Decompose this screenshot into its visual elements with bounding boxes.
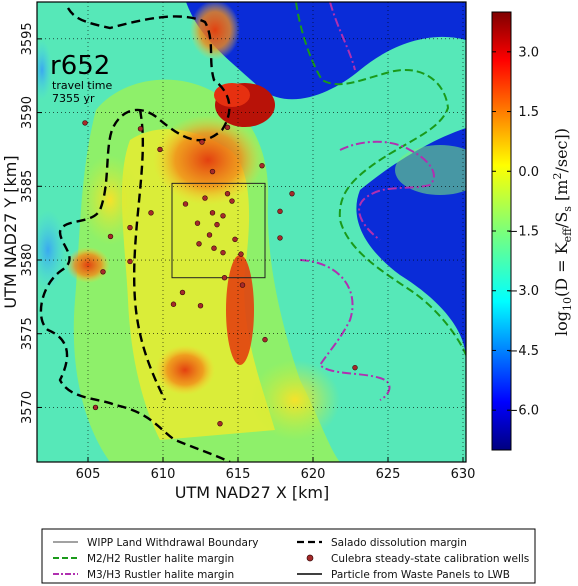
m2h2-rustler-halite-margin: [295, 2, 466, 356]
calibration-well-point: [209, 210, 216, 216]
x-axis-label: UTM NAD27 X [km]: [175, 483, 329, 502]
y-tick-label: 3570: [20, 391, 35, 424]
calibration-well-point: [352, 364, 358, 371]
heatmap-blue-west: [37, 210, 66, 290]
calibration-well-point: [179, 289, 186, 296]
heatmap-blue-northwest: [37, 40, 52, 100]
x-tick-label: 605: [76, 467, 101, 482]
calibration-well-point: [220, 249, 226, 256]
calibration-well-point: [196, 241, 202, 247]
salado-margin-inner: [133, 109, 167, 401]
calibration-well-point: [170, 301, 177, 307]
calibration-well-point: [259, 162, 265, 169]
x-ticks: 605 610 615 620 625 630: [76, 457, 476, 482]
colorbar-tick-label: 1.5: [518, 105, 539, 120]
x-tick-label: 610: [151, 467, 176, 482]
colorbar-tick-label: 0.0: [518, 165, 539, 180]
calibration-well-point: [197, 303, 204, 309]
x-tick-label: 620: [301, 467, 326, 482]
calibration-well-point: [100, 269, 106, 275]
heatmap-channel-south: [226, 255, 254, 365]
heatmap-yellow-west: [80, 155, 140, 245]
legend-swatch-wells: [306, 554, 314, 562]
panel-label: r652: [50, 51, 110, 81]
travel-time-label: travel time: [52, 79, 112, 92]
legend-label-m3h3: M3/H3 Rustler halite margin: [87, 569, 234, 581]
heatmap-hotspot-west: [66, 247, 110, 283]
y-tick-label: 3580: [20, 243, 35, 276]
legend-label-particle: Particle from Waste Panels to LWB: [331, 569, 510, 581]
grid: [37, 2, 466, 462]
colorbar-tick-label: 3.0: [518, 45, 539, 60]
legend-label-m2h2: M2/H2 Rustler halite margin: [87, 553, 234, 565]
calibration-well-point: [209, 168, 216, 175]
x-tick-label: 630: [451, 467, 476, 482]
y-ticks: 3570 3575 3580 3585 3590 3595: [20, 22, 42, 424]
legend-frame: [41, 528, 536, 584]
wipp-land-withdrawal-boundary: [171, 182, 266, 279]
colorbar: 3.0 1.5 0.0 −1.5 −3.0 −4.5 −6.0 log10(D = Keff…: [491, 11, 574, 451]
calibration-well-point: [137, 126, 144, 132]
heatmap-hotspot-north-ring: [214, 83, 250, 107]
calibration-well-point: [127, 258, 133, 265]
calibration-well-point: [127, 224, 133, 231]
x-tick-label: 615: [226, 467, 251, 482]
calibration-well-point: [224, 190, 231, 197]
calibration-well-point: [194, 220, 201, 226]
colorbar-tick-label: −3.0: [507, 284, 539, 299]
y-axis-label: UTM NAD27 Y [km]: [1, 155, 20, 308]
heatmap-hotspot-southwest: [155, 345, 215, 395]
colorbar-ticks: 3.0 1.5 0.0 −1.5 −3.0 −4.5 −6.0: [492, 45, 539, 419]
y-tick-label: 3590: [20, 96, 35, 129]
travel-time-value: 7355 yr: [52, 92, 95, 105]
calibration-well-point: [229, 198, 235, 204]
m3h3-rustler-halite-margin: [299, 2, 435, 401]
legend-label-salado: Salado dissolution margin: [331, 537, 467, 549]
heatmap-hotspot-top: [190, 2, 240, 60]
calibration-wells: [82, 120, 358, 427]
heatmap-hotspot-center: [153, 115, 263, 205]
calibration-well-point: [82, 120, 88, 126]
heatmap-green-east: [395, 145, 466, 195]
calibration-well-point: [214, 221, 220, 228]
colorbar-tick-label: −1.5: [507, 225, 539, 240]
calibration-well-point: [289, 190, 295, 197]
y-tick-label: 3595: [20, 22, 35, 55]
calibration-well-point: [206, 232, 213, 238]
calibration-well-point: [262, 336, 268, 343]
calibration-well-point: [148, 210, 154, 216]
calibration-well-point: [202, 195, 208, 201]
heatmap-yellow-south: [250, 360, 340, 440]
calibration-well-point: [238, 251, 244, 257]
calibration-well-point: [199, 139, 205, 145]
calibration-well-point: [224, 124, 231, 131]
calibration-well-point: [211, 245, 217, 251]
legend-label-wells: Culebra steady-state calibration wells: [331, 553, 529, 565]
calibration-well-point: [182, 201, 189, 207]
calibration-well-point: [232, 236, 238, 243]
colorbar-label: log10(D = Keff/Ss [m2/sec]): [551, 128, 574, 336]
y-tick-label: 3585: [20, 170, 35, 203]
y-tick-label: 3575: [20, 317, 35, 350]
calibration-well-point: [239, 282, 246, 288]
k-field-heatmap: [37, 2, 466, 462]
calibration-well-point: [217, 420, 223, 427]
legend: WIPP Land Withdrawal Boundary M2/H2 Rust…: [41, 528, 536, 584]
plot-area: 605 610 615 620 625 630 357035753580358535903…: [1, 1, 476, 502]
calibration-well-point: [220, 213, 226, 219]
legend-label-lwb: WIPP Land Withdrawal Boundary: [87, 537, 259, 549]
calibration-well-point: [157, 146, 163, 153]
calibration-well-point: [277, 235, 283, 241]
plot-frame: [36, 1, 467, 463]
colorbar-tick-label: −4.5: [507, 344, 539, 359]
x-tick-label: 625: [376, 467, 401, 482]
colorbar-tick-label: −6.0: [507, 404, 539, 419]
calibration-well-point: [107, 233, 114, 240]
salado-dissolution-margin: [39, 7, 231, 462]
calibration-well-point: [221, 275, 228, 281]
calibration-well-point: [277, 208, 283, 215]
